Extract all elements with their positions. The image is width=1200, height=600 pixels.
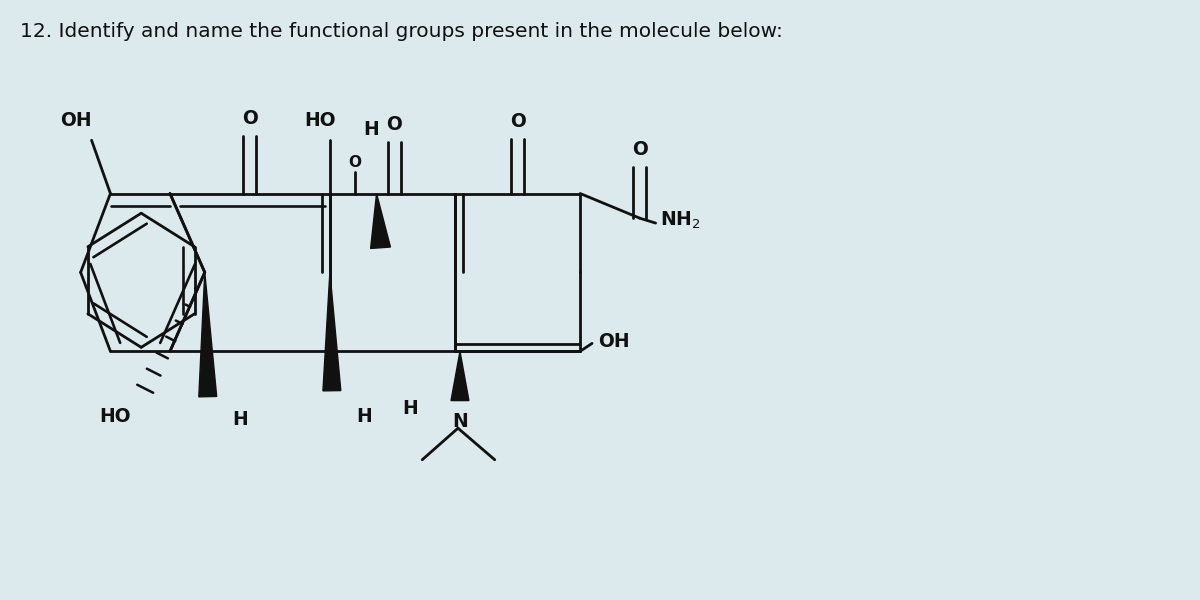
Text: H: H [402, 399, 419, 418]
Text: N: N [452, 412, 468, 431]
Text: H: H [364, 120, 379, 139]
Text: O: O [386, 115, 402, 134]
Polygon shape [451, 351, 469, 401]
Text: O: O [348, 155, 361, 170]
Text: NH$_2$: NH$_2$ [660, 209, 700, 231]
Text: HO: HO [100, 407, 131, 425]
Text: 12. Identify and name the functional groups present in the molecule below:: 12. Identify and name the functional gro… [19, 22, 782, 41]
Text: O: O [510, 112, 526, 131]
Text: H: H [233, 410, 248, 430]
Text: H: H [356, 407, 372, 425]
Polygon shape [371, 193, 390, 248]
Text: O: O [242, 109, 258, 128]
Text: O: O [631, 140, 648, 159]
Text: HO: HO [304, 112, 336, 130]
Text: OH: OH [598, 332, 630, 351]
Text: OH: OH [60, 112, 91, 130]
Polygon shape [323, 272, 341, 391]
Polygon shape [199, 272, 217, 397]
